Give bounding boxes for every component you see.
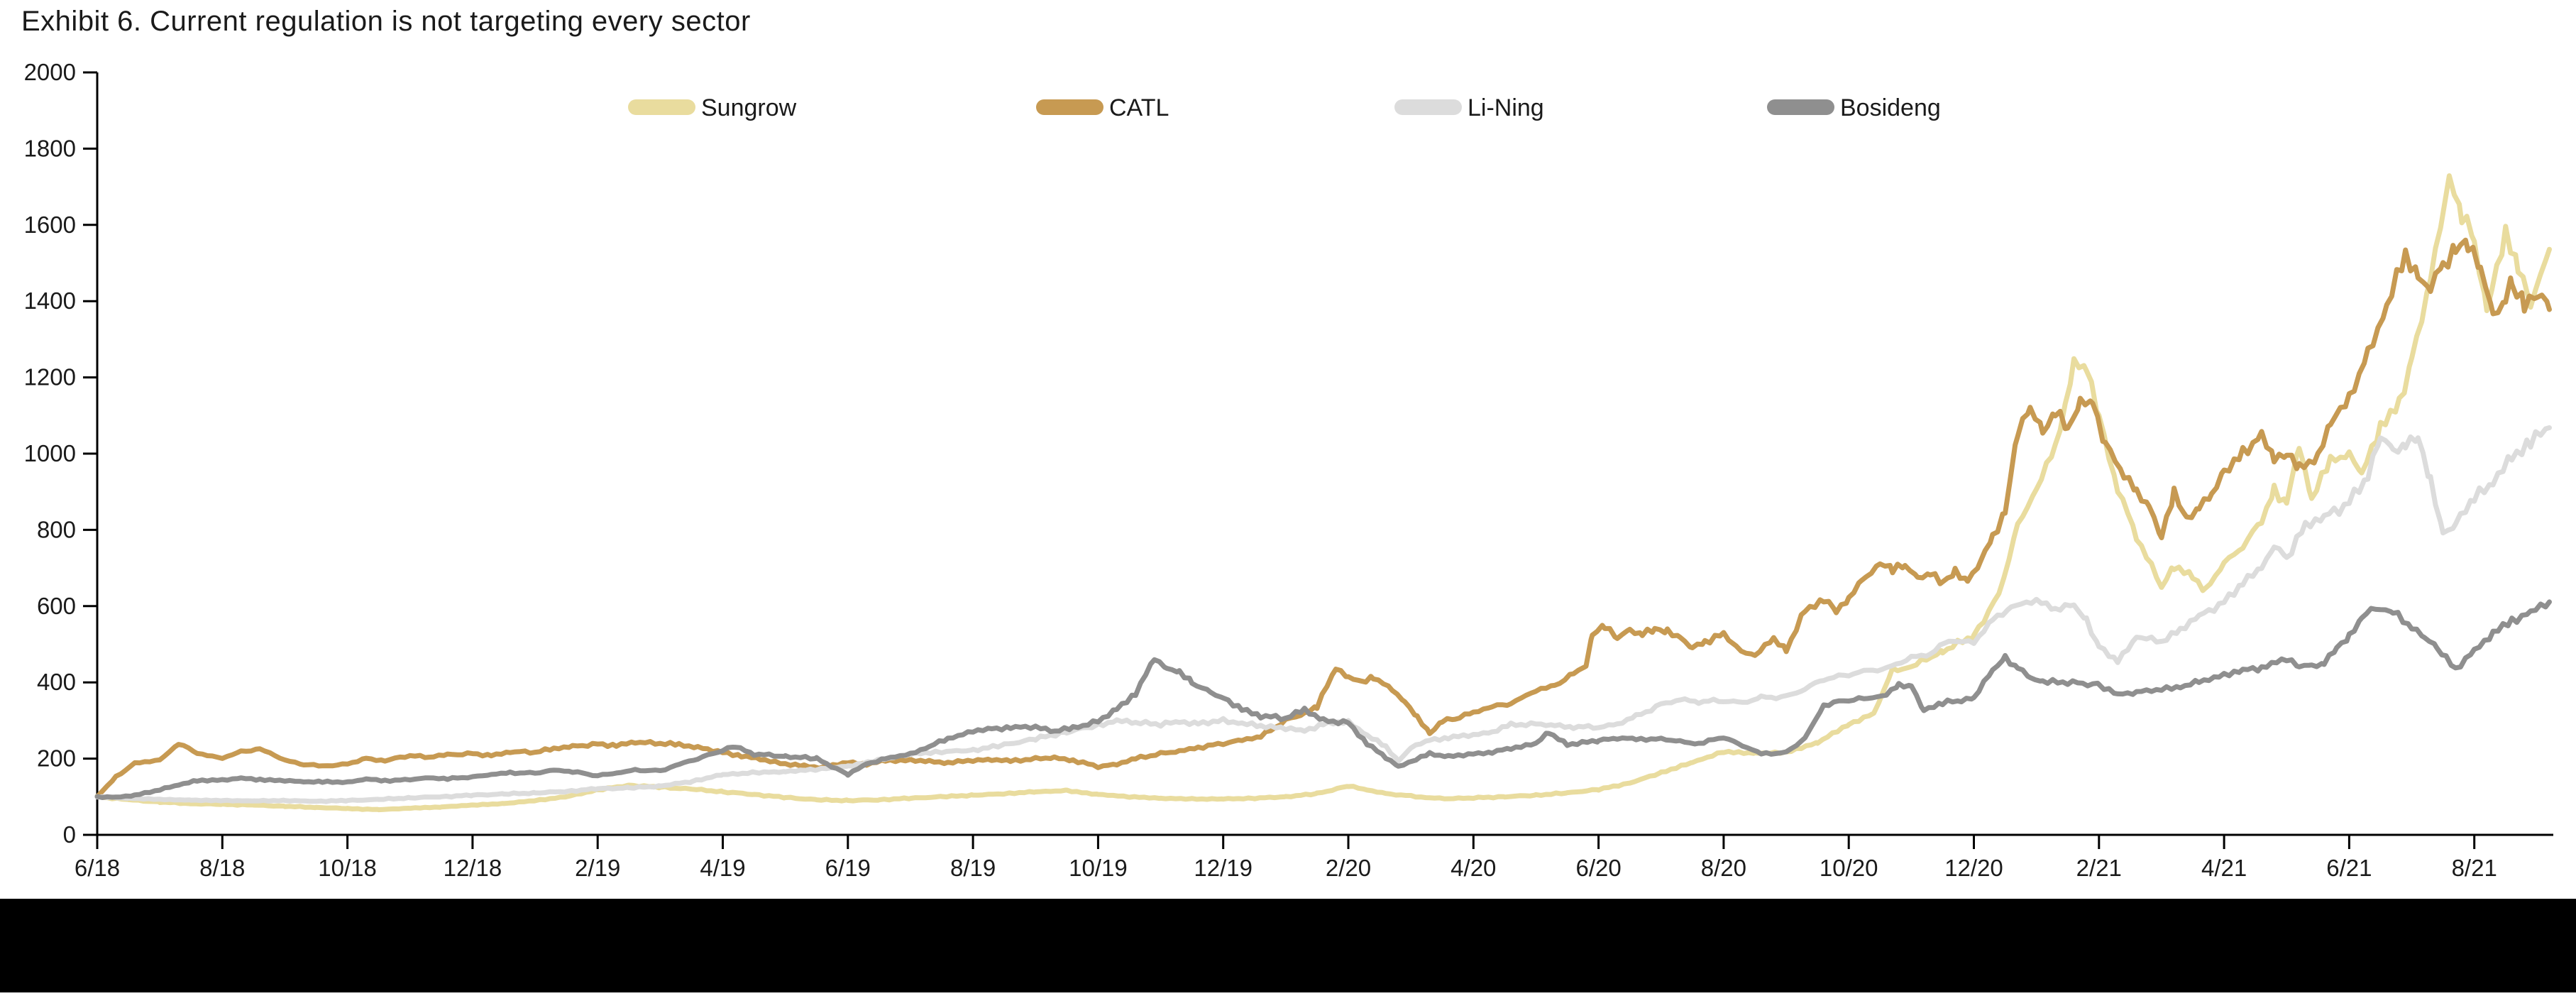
y-tick-label: 1800 [24, 135, 76, 161]
series-line-sungrow [94, 173, 2552, 813]
y-tick-label: 1600 [24, 212, 76, 238]
x-tick-label: 8/19 [950, 855, 996, 881]
series-line-bosideng [94, 599, 2552, 800]
x-tick-label: 10/19 [1069, 855, 1128, 881]
series-line-catl [94, 237, 2552, 799]
legend-label: Sungrow [701, 94, 797, 121]
y-tick-label: 400 [37, 669, 76, 695]
y-tick-label: 600 [37, 593, 76, 619]
x-tick-label: 8/18 [199, 855, 245, 881]
x-tick-label: 6/19 [825, 855, 871, 881]
legend-swatch [628, 99, 695, 115]
y-tick-label: 800 [37, 516, 76, 542]
legend-item-sungrow: Sungrow [628, 94, 797, 121]
legend-label: Li-Ning [1468, 94, 1544, 121]
legend-swatch [1394, 99, 1462, 115]
y-tick-label: 1000 [24, 440, 76, 466]
x-tick-label: 8/21 [2452, 855, 2497, 881]
legend-label: CATL [1109, 94, 1169, 121]
legend-label: Bosideng [1840, 94, 1941, 121]
x-tick-label: 12/20 [1944, 855, 2003, 881]
series-line-li-ning [94, 425, 2552, 804]
x-tick-label: 10/20 [1820, 855, 1878, 881]
x-tick-label: 8/20 [1701, 855, 1746, 881]
y-tick-label: 0 [63, 821, 76, 848]
page-title: Exhibit 6. Current regulation is not tar… [21, 6, 751, 37]
x-tick-label: 2/19 [575, 855, 620, 881]
x-tick-label: 4/19 [700, 855, 745, 881]
legend-swatch [1767, 99, 1834, 115]
x-tick-label: 12/19 [1194, 855, 1253, 881]
x-tick-label: 6/20 [1575, 855, 1621, 881]
y-tick-label: 2000 [24, 59, 76, 85]
legend-swatch [1036, 99, 1103, 115]
legend-item-li-ning: Li-Ning [1394, 94, 1544, 121]
legend-item-bosideng: Bosideng [1767, 94, 1941, 121]
x-tick-label: 2/20 [1326, 855, 1371, 881]
x-tick-label: 4/20 [1451, 855, 1496, 881]
y-tick-label: 1200 [24, 364, 76, 390]
y-tick-label: 200 [37, 745, 76, 772]
bottom-black-bar [0, 899, 2576, 992]
legend-item-catl: CATL [1036, 94, 1169, 121]
x-tick-label: 10/18 [318, 855, 377, 881]
y-tick-label: 1400 [24, 288, 76, 314]
x-tick-label: 2/21 [2076, 855, 2122, 881]
x-tick-label: 6/21 [2326, 855, 2372, 881]
x-tick-label: 4/21 [2201, 855, 2247, 881]
x-tick-label: 12/18 [444, 855, 502, 881]
x-tick-label: 6/18 [75, 855, 120, 881]
